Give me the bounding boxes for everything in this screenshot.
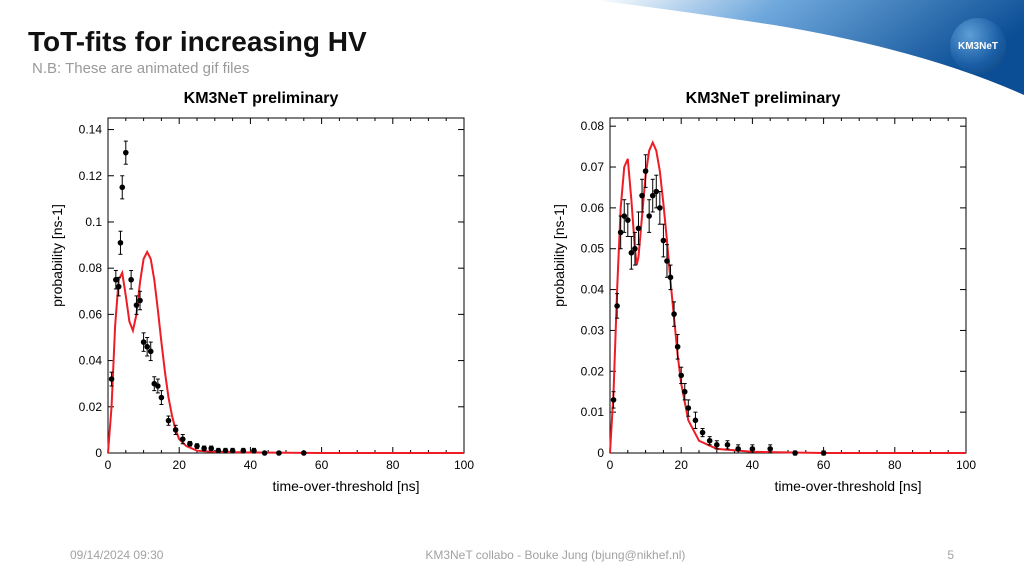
- svg-text:80: 80: [888, 458, 902, 472]
- footer-center: KM3NeT collabo - Bouke Jung (bjung@nikhe…: [425, 548, 685, 562]
- slide-subtitle: N.B: These are animated gif files: [32, 60, 249, 77]
- svg-text:0.12: 0.12: [79, 169, 103, 183]
- footer-page: 5: [947, 548, 954, 562]
- svg-text:probability [ns-1]: probability [ns-1]: [49, 204, 65, 307]
- logo-text: KM3NeT: [958, 41, 998, 52]
- left-chart-title: KM3NeT preliminary: [184, 90, 339, 108]
- svg-text:0.06: 0.06: [79, 307, 103, 321]
- svg-text:60: 60: [817, 458, 831, 472]
- svg-text:40: 40: [244, 458, 258, 472]
- left-chart: 0 20 40 60 80 100 0 0.02 0.04 0.06 0.08 0.1 0.12 0.14…: [46, 110, 476, 505]
- svg-text:time-over-threshold [ns]: time-over-threshold [ns]: [272, 478, 419, 494]
- svg-text:0.04: 0.04: [581, 283, 605, 297]
- left-chart-wrap: KM3NeT preliminary 0 20 40 60 80 100 0 0.02 0.04…: [10, 90, 512, 505]
- svg-text:probability [ns-1]: probability [ns-1]: [551, 204, 567, 307]
- km3net-logo: KM3NeT: [950, 18, 1006, 74]
- svg-text:0: 0: [95, 446, 102, 460]
- svg-text:20: 20: [173, 458, 187, 472]
- right-chart-wrap: KM3NeT preliminary 0 20 40 60 80 100 0 0.01 0.02…: [512, 90, 1014, 505]
- svg-text:0: 0: [597, 446, 604, 460]
- svg-text:60: 60: [315, 458, 329, 472]
- svg-text:0.08: 0.08: [79, 261, 103, 275]
- svg-text:0.02: 0.02: [581, 364, 605, 378]
- footer-date: 09/14/2024 09:30: [70, 548, 163, 562]
- charts-row: KM3NeT preliminary 0 20 40 60 80 100 0 0.02 0.04…: [10, 90, 1014, 505]
- svg-text:0.06: 0.06: [581, 201, 605, 215]
- svg-text:0.07: 0.07: [581, 160, 605, 174]
- svg-text:100: 100: [956, 458, 976, 472]
- svg-text:0.05: 0.05: [581, 242, 605, 256]
- svg-text:20: 20: [675, 458, 689, 472]
- svg-text:0.1: 0.1: [85, 215, 102, 229]
- slide-title: ToT-fits for increasing HV: [28, 26, 367, 58]
- svg-text:0: 0: [105, 458, 112, 472]
- svg-text:0.04: 0.04: [79, 354, 103, 368]
- svg-text:0.03: 0.03: [581, 323, 605, 337]
- right-chart-title: KM3NeT preliminary: [686, 90, 841, 108]
- svg-text:80: 80: [386, 458, 400, 472]
- svg-text:0.14: 0.14: [79, 123, 103, 137]
- svg-text:40: 40: [746, 458, 760, 472]
- svg-text:0.01: 0.01: [581, 405, 605, 419]
- svg-text:100: 100: [454, 458, 474, 472]
- svg-text:0: 0: [607, 458, 614, 472]
- svg-text:0.02: 0.02: [79, 400, 103, 414]
- svg-text:time-over-threshold [ns]: time-over-threshold [ns]: [774, 478, 921, 494]
- footer: 09/14/2024 09:30 KM3NeT collabo - Bouke …: [0, 548, 1024, 562]
- right-chart: 0 20 40 60 80 100 0 0.01 0.02 0.03 0.04 0.05 0.06 0.0…: [548, 110, 978, 505]
- svg-text:0.08: 0.08: [581, 119, 605, 133]
